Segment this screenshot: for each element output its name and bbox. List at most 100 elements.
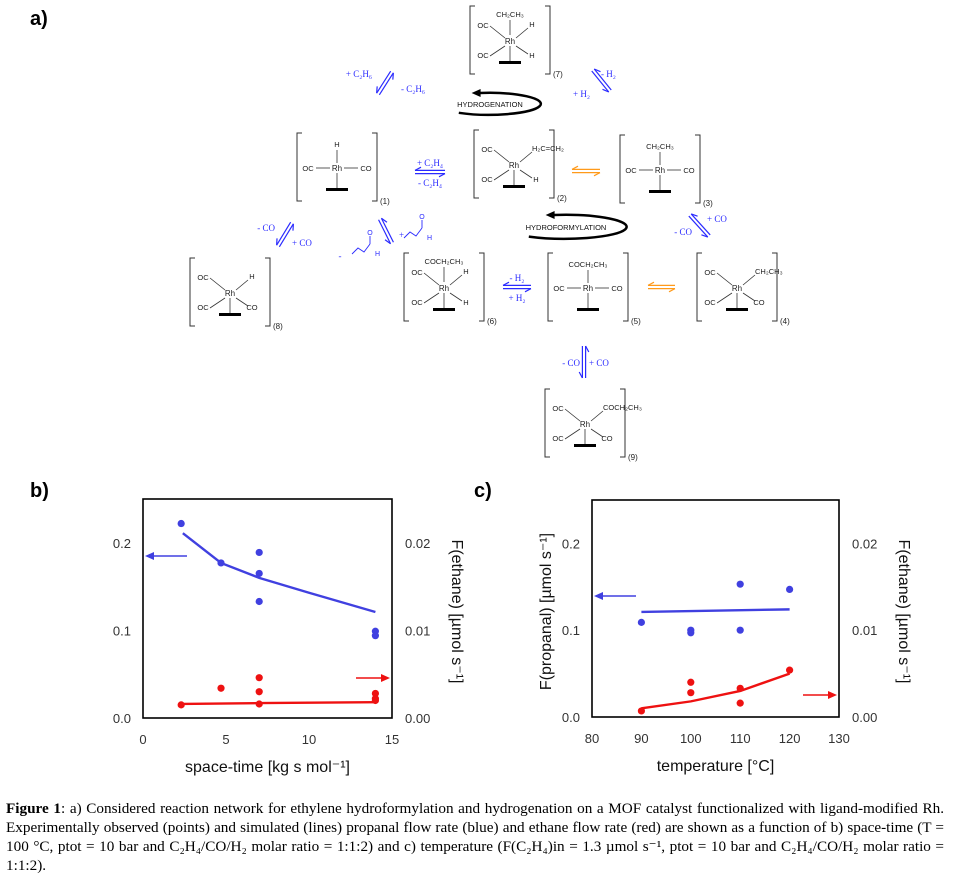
- bracket-right: [372, 132, 378, 202]
- data-point: [786, 585, 794, 594]
- bond: [423, 272, 440, 286]
- arrowhead: [502, 281, 510, 286]
- cycle-label: HYDROFORMYLATION: [526, 223, 607, 232]
- hydrogen-atom: H: [427, 235, 432, 242]
- plot-frame: [142, 498, 393, 719]
- backward-arrow: [593, 68, 612, 91]
- caption-text: : a) Considered reaction network for eth…: [6, 800, 944, 874]
- x-tick-label: 110: [730, 731, 751, 746]
- simulated-line: [641, 672, 790, 710]
- step-label: - H₂: [601, 69, 616, 79]
- bond: [449, 274, 463, 286]
- cycle-arrow: [458, 91, 543, 117]
- y2-tick-label: 0.02: [852, 536, 877, 551]
- bond: [716, 292, 733, 304]
- step-label: + CO: [589, 358, 609, 368]
- bond: [742, 292, 756, 302]
- arrowhead: [414, 166, 422, 171]
- ligand: OC: [477, 21, 489, 30]
- simulated-line: [641, 608, 790, 614]
- y2-tick-label: 0.00: [852, 710, 877, 725]
- bracket-left: [469, 5, 475, 75]
- arrowhead: [602, 88, 609, 93]
- ligand: H: [529, 20, 534, 29]
- ligand: OC: [411, 268, 423, 277]
- bond: [590, 410, 604, 422]
- backward-arrow: [278, 223, 294, 248]
- y-axis-label: F(propanal) [µmol s⁻¹]: [538, 533, 555, 690]
- right-axis-arrowhead: [828, 691, 837, 699]
- bond: [590, 428, 604, 438]
- chart-c: 80 90 100 110 120 130 0.0 0.1 0.2 0.00 0.01 0.02 tem…: [538, 499, 912, 775]
- surface-bar: [574, 444, 596, 447]
- complex-9: (9) Rh OC OC COCH₂CH₃ CO: [544, 388, 642, 462]
- data-point: [255, 688, 263, 696]
- equilibrium-arrow-7-1: [376, 70, 394, 96]
- x-tick-label: 5: [222, 732, 229, 747]
- metal-rh: Rh: [225, 289, 235, 298]
- y2-axis-label: F(ethane) [µmol s⁻¹]: [448, 540, 465, 684]
- surface-bar: [219, 313, 241, 316]
- equilibrium-arrow-1-8: [276, 221, 294, 248]
- complex-label: (8): [273, 322, 283, 331]
- data-point: [255, 569, 263, 578]
- step-label: - C₂H₄: [418, 178, 442, 188]
- metal-rh: Rh: [509, 161, 519, 170]
- data-point: [255, 700, 263, 708]
- bond: [209, 277, 226, 291]
- ligand: H: [533, 175, 538, 184]
- forward-arrow: [591, 70, 610, 93]
- step-label: - CO: [562, 358, 580, 368]
- backward-arrow: [690, 213, 711, 236]
- bond: [489, 25, 506, 39]
- x-axis-label: temperature [°C]: [657, 758, 775, 775]
- equilibrium-arrow-5-9: [578, 345, 590, 379]
- oxygen-atom: O: [367, 230, 373, 237]
- ligand: CO: [601, 434, 612, 443]
- arrowhead: [593, 172, 601, 177]
- arrowhead: [384, 239, 391, 245]
- arrowhead: [585, 345, 590, 353]
- step-label: - C₂H₆: [401, 84, 425, 94]
- step-label: - CO: [257, 223, 275, 233]
- ligand: CO: [360, 164, 371, 173]
- bond: [423, 292, 440, 304]
- ligand: COCH₂CH₃: [425, 257, 464, 266]
- complex-2: (2) Rh OC OC H₂C=CH₂ H: [473, 129, 567, 203]
- x-tick-label: 10: [302, 732, 316, 747]
- bond: [235, 297, 249, 307]
- step-label: - H₂: [510, 273, 525, 283]
- step-label: + CO: [707, 214, 727, 224]
- propanal-skeleton: [351, 243, 371, 255]
- x-tick-label: 80: [585, 731, 599, 746]
- step-label: +: [399, 230, 404, 240]
- figure-caption: Figure 1: a) Considered reaction network…: [6, 799, 944, 875]
- ligand: OC: [552, 434, 564, 443]
- hydrogenation-cycle: HYDROGENATION: [457, 89, 543, 117]
- ligand: H: [463, 298, 468, 307]
- data-point: [687, 678, 695, 686]
- data-point: [255, 597, 263, 606]
- equilibrium-arrow-1-2: [414, 166, 446, 178]
- ligand: OC: [553, 284, 565, 293]
- y2-tick-label: 0.01: [405, 623, 430, 638]
- cycle-label: HYDROGENATION: [457, 100, 523, 109]
- bracket-left: [544, 388, 550, 458]
- bond: [489, 45, 506, 57]
- data-point: [255, 674, 263, 682]
- metal-rh: Rh: [332, 164, 342, 173]
- surface-bar: [726, 308, 748, 311]
- ligand: CH₂CH₃: [646, 142, 674, 151]
- data-point: [371, 689, 379, 698]
- metal-rh: Rh: [580, 420, 590, 429]
- forward-arrow: [378, 219, 392, 244]
- complex-3: (3) Rh OC CO CH₂CH₃: [619, 134, 713, 208]
- arrowhead: [594, 68, 601, 73]
- complex-5: (5) Rh OC CO COCH₂CH₃: [547, 252, 641, 326]
- x-axis-label: space-time [kg s mol⁻¹]: [185, 759, 350, 776]
- simulated-line: [182, 701, 376, 706]
- data-point: [687, 689, 695, 697]
- arrowhead: [647, 281, 655, 286]
- ligand: OC: [197, 303, 209, 312]
